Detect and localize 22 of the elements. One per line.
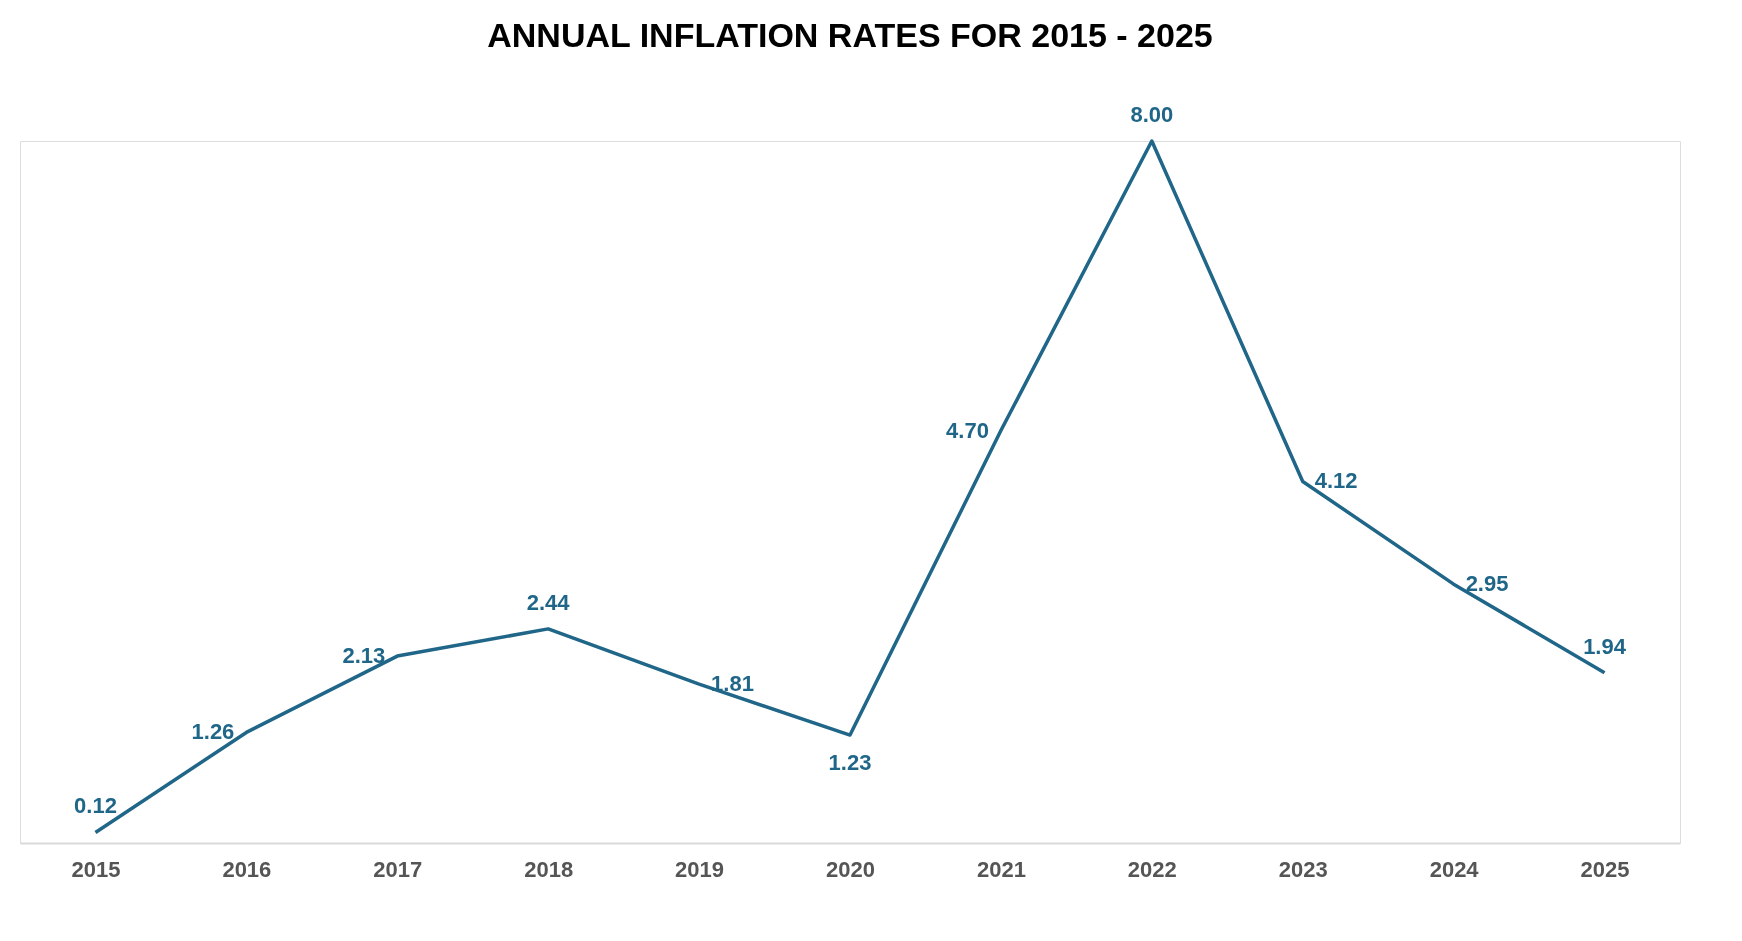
x-tick-label: 2018: [524, 856, 574, 882]
data-label: 4.70: [946, 417, 989, 443]
data-label: 2.13: [342, 643, 386, 669]
x-tick-label: 2015: [71, 856, 121, 882]
data-label: 1.94: [1583, 633, 1627, 659]
x-tick-label: 2016: [222, 856, 272, 882]
x-tick-label: 2021: [976, 856, 1026, 882]
x-tick-label: 2023: [1278, 856, 1328, 882]
data-label: 0.12: [74, 793, 117, 819]
x-tick-label: 2019: [675, 856, 725, 882]
x-tick-label: 2022: [1127, 856, 1177, 882]
x-tick-label: 2017: [373, 856, 423, 882]
data-label: 4.12: [1314, 468, 1358, 494]
x-tick-label: 2025: [1580, 856, 1630, 882]
data-label: 2.95: [1465, 571, 1509, 597]
chart-title: ANNUAL INFLATION RATES FOR 2015 - 2025: [487, 16, 1213, 54]
data-label: 2.44: [526, 589, 571, 615]
data-label: 1.23: [828, 750, 872, 776]
data-label: 8.00: [1130, 102, 1174, 127]
data-label: 1.26: [191, 719, 235, 745]
x-tick-label: 2020: [826, 856, 875, 882]
x-tick-label: 2024: [1429, 856, 1480, 882]
